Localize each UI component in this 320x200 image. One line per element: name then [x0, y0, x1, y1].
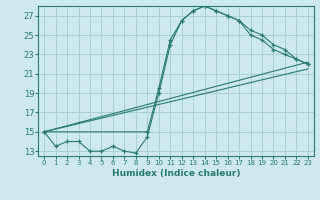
X-axis label: Humidex (Indice chaleur): Humidex (Indice chaleur) — [112, 169, 240, 178]
